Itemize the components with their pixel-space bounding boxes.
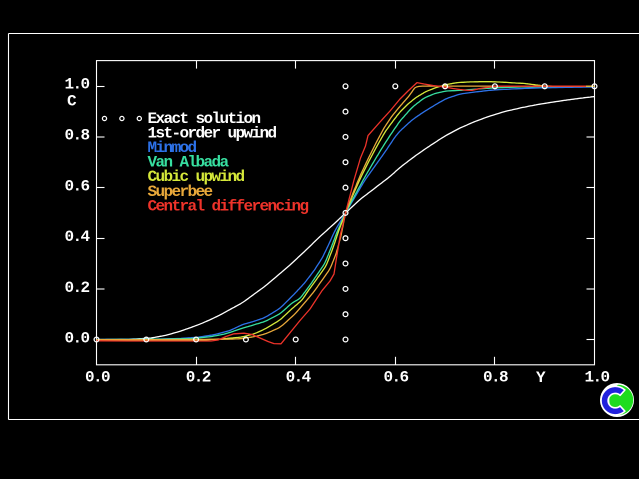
svg-text:Superbee: Superbee <box>148 183 213 201</box>
svg-text:Cubic upwind: Cubic upwind <box>148 168 245 186</box>
svg-text:0.2: 0.2 <box>186 369 211 387</box>
svg-text:0.2: 0.2 <box>64 279 89 297</box>
svg-text:Minmod: Minmod <box>148 139 197 157</box>
svg-text:0.4: 0.4 <box>64 228 90 246</box>
svg-text:0.4: 0.4 <box>286 369 312 387</box>
svg-text:Central differencing: Central differencing <box>148 197 309 215</box>
svg-text:1.0: 1.0 <box>584 369 609 387</box>
svg-text:Y: Y <box>536 369 546 387</box>
svg-text:Van Albada: Van Albada <box>148 154 230 172</box>
svg-text:0.8: 0.8 <box>483 369 508 387</box>
svg-text:1.0: 1.0 <box>64 76 89 94</box>
svg-text:0.0: 0.0 <box>85 369 110 387</box>
svg-text:0.8: 0.8 <box>64 127 89 145</box>
svg-text:C: C <box>67 93 77 111</box>
svg-text:0.0: 0.0 <box>64 330 89 348</box>
svg-text:0.6: 0.6 <box>383 369 408 387</box>
svg-text:0.6: 0.6 <box>64 177 89 195</box>
svg-text:1st-order upwind: 1st-order upwind <box>148 125 277 143</box>
svg-text:Exact solution: Exact solution <box>148 110 261 128</box>
